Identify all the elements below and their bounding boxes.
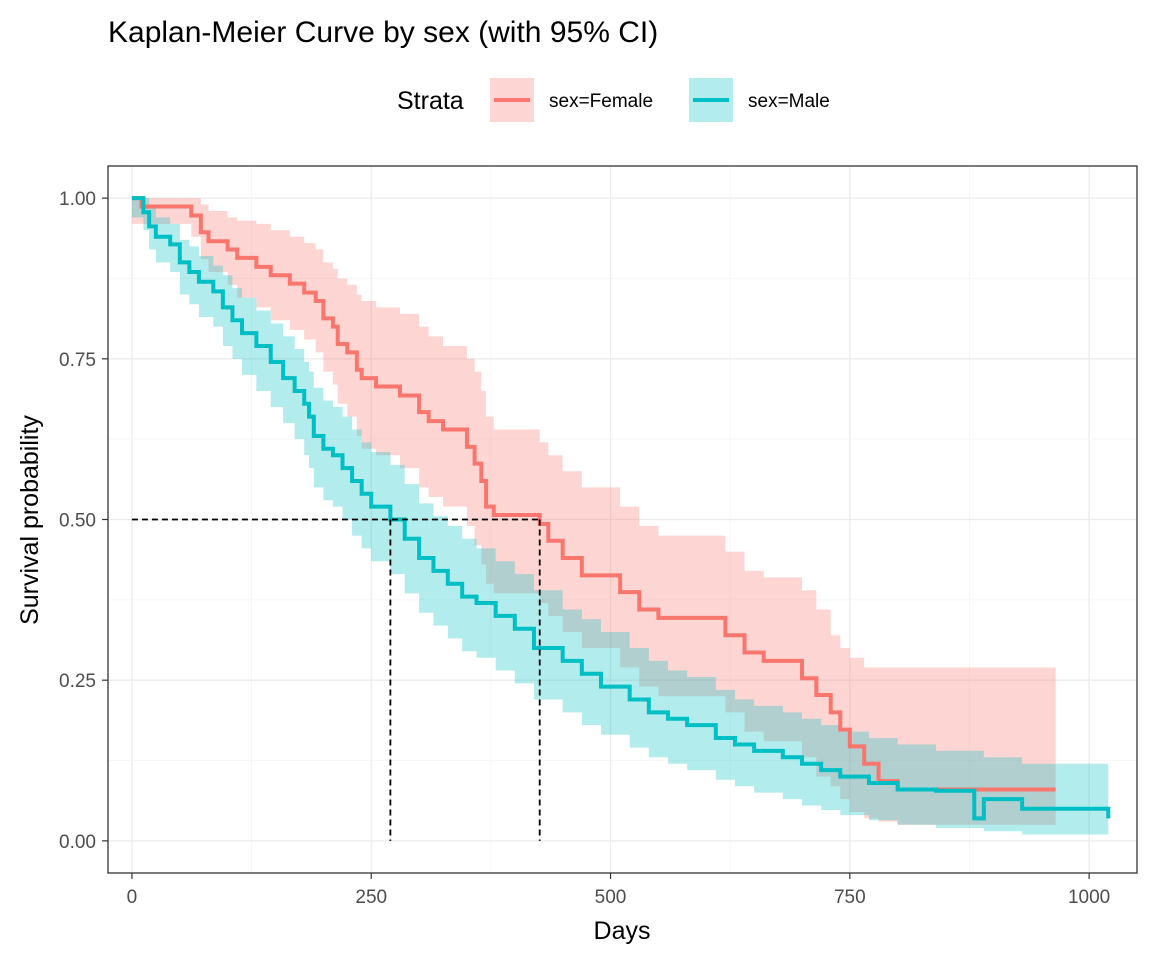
y-tick-label: 1.00 xyxy=(59,189,96,210)
x-tick-label: 500 xyxy=(595,887,627,908)
legend-title: Strata xyxy=(397,87,464,115)
y-axis: 0.00 0.25 0.50 0.75 1.00 xyxy=(59,189,108,853)
x-axis: 0 250 500 750 1000 xyxy=(127,873,1110,908)
ci-band-female xyxy=(131,198,1056,825)
x-tick-label: 1000 xyxy=(1068,887,1110,908)
x-tick-label: 750 xyxy=(834,887,866,908)
survival-curves xyxy=(131,196,1111,821)
ci-band-male xyxy=(131,198,1109,835)
x-tick-label: 0 xyxy=(127,887,138,908)
y-tick-label: 0.25 xyxy=(59,671,96,692)
legend-label-male: sex=Male xyxy=(748,91,830,112)
legend-item-female: sex=Female xyxy=(490,78,653,122)
x-axis-title: Days xyxy=(594,917,651,945)
km-curve-female xyxy=(131,196,1056,792)
y-tick-label: 0.50 xyxy=(59,511,96,532)
y-tick-label: 0.75 xyxy=(59,350,96,371)
median-lines xyxy=(131,518,541,841)
chart-title: Kaplan-Meier Curve by sex (with 95% CI) xyxy=(108,16,658,49)
km-curve-male xyxy=(131,196,1111,821)
legend-label-female: sex=Female xyxy=(549,91,653,112)
x-tick-label: 250 xyxy=(355,887,387,908)
legend-item-male: sex=Male xyxy=(689,78,830,122)
confidence-bands xyxy=(131,198,1109,835)
grid-lines xyxy=(108,166,1137,873)
y-axis-title: Survival probability xyxy=(16,415,44,625)
y-tick-label: 0.00 xyxy=(59,832,96,853)
legend: Strata sex=Female sex=Male xyxy=(397,78,830,122)
